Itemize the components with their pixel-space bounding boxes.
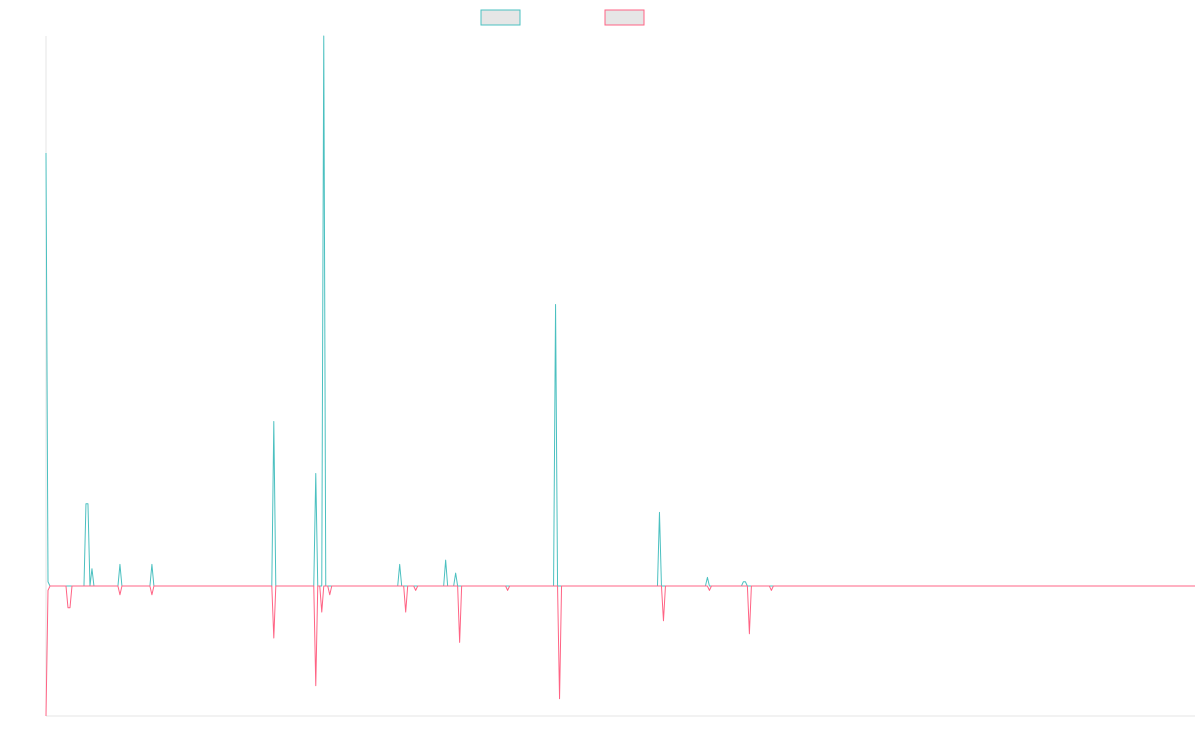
legend-item-series-2[interactable] <box>604 9 645 26</box>
plot-area <box>45 35 1195 717</box>
series-1-line <box>45 35 1190 587</box>
series-2-line <box>45 585 1195 717</box>
legend-swatch-series-2 <box>604 9 645 26</box>
legend <box>480 9 645 26</box>
series-layer <box>45 35 1195 717</box>
legend-item-series-1[interactable] <box>480 9 521 26</box>
legend-swatch-series-1 <box>480 9 521 26</box>
